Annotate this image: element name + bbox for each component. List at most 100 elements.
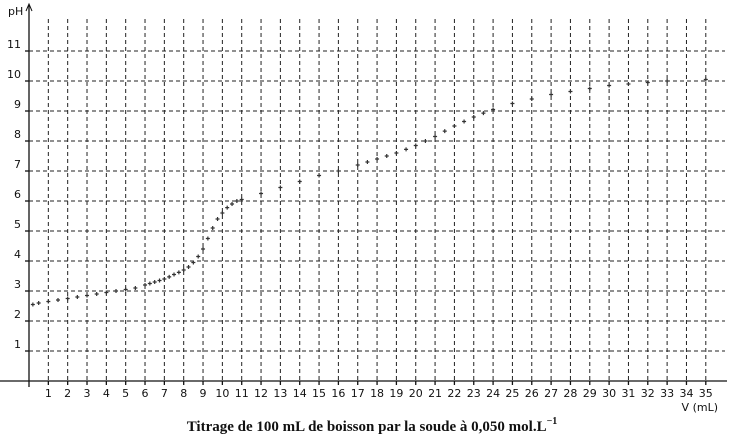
y-tick-label: 10 — [7, 68, 21, 81]
data-point — [46, 299, 51, 304]
x-tick-label: 10 — [215, 387, 229, 400]
data-point — [225, 205, 230, 210]
x-tick-label: 25 — [505, 387, 519, 400]
data-point — [568, 89, 573, 94]
x-tick-label: 16 — [331, 387, 345, 400]
data-point — [220, 211, 225, 215]
x-tick-label: 23 — [467, 387, 481, 400]
data-point — [626, 82, 631, 86]
data-point — [104, 290, 109, 295]
y-tick-label: 4 — [14, 248, 21, 261]
y-tick-label: 9 — [14, 98, 21, 111]
data-point — [423, 139, 428, 143]
data-point — [196, 254, 201, 259]
data-point — [607, 83, 612, 88]
data-point — [85, 293, 90, 298]
data-point — [462, 119, 467, 124]
y-tick-label: 3 — [14, 278, 21, 291]
y-axis-label: pH — [8, 5, 23, 18]
data-point — [481, 111, 486, 116]
data-point — [181, 268, 186, 272]
y-axis-arrow — [25, 2, 33, 12]
data-point — [123, 287, 128, 292]
data-point — [587, 86, 592, 91]
x-tick-label: 3 — [84, 387, 91, 400]
x-tick-label: 7 — [161, 387, 168, 400]
y-tick-label: 2 — [14, 308, 21, 321]
x-tick-label: 34 — [679, 387, 693, 400]
data-point — [191, 260, 196, 265]
data-point — [167, 274, 172, 279]
y-tick-label: 6 — [14, 188, 21, 201]
data-point — [452, 124, 457, 128]
y-tick-label: 7 — [14, 158, 21, 171]
data-point — [215, 217, 220, 221]
data-point — [65, 296, 70, 301]
x-tick-label: 6 — [142, 387, 149, 400]
data-point — [157, 278, 162, 283]
data-point — [529, 97, 534, 101]
data-point — [56, 298, 61, 302]
x-tick-label: 27 — [544, 387, 558, 400]
data-point — [36, 301, 41, 305]
data-point — [278, 185, 283, 190]
x-tick-label: 5 — [122, 387, 129, 400]
data-point — [336, 169, 341, 173]
x-tick-label: 12 — [254, 387, 268, 400]
x-tick-label: 35 — [699, 387, 713, 400]
y-tick-label: 5 — [14, 218, 21, 231]
x-tick-label: 13 — [273, 387, 287, 400]
x-tick-label: 33 — [660, 387, 674, 400]
y-tick-label: 1 — [14, 338, 21, 351]
x-tick-label: 22 — [447, 387, 461, 400]
y-tick-label: 8 — [14, 128, 21, 141]
x-tick-label: 32 — [641, 387, 655, 400]
data-point — [317, 173, 322, 178]
data-point — [75, 295, 80, 299]
x-axis-label: V (mL) — [682, 401, 718, 414]
data-point — [201, 247, 206, 251]
data-point — [433, 134, 438, 139]
data-point — [549, 92, 554, 97]
caption: Titrage de 100 mL de boisson par la soud… — [187, 416, 558, 435]
data-point — [355, 163, 360, 167]
x-tick-label: 21 — [428, 387, 442, 400]
data-point — [239, 197, 244, 202]
x-tick-label: 24 — [486, 387, 500, 400]
data-point — [384, 154, 389, 158]
x-tick-label: 9 — [200, 387, 207, 400]
x-tick-label: 28 — [563, 387, 577, 400]
data-point — [172, 272, 177, 277]
data-point — [510, 101, 515, 106]
data-point — [143, 283, 148, 287]
data-point — [230, 202, 235, 206]
data-point — [375, 157, 380, 161]
x-tick-label: 26 — [525, 387, 539, 400]
caption-superscript: −1 — [547, 416, 558, 427]
x-tick-label: 8 — [180, 387, 187, 400]
x-tick-label: 29 — [583, 387, 597, 400]
data-point — [645, 80, 650, 85]
data-point — [205, 236, 210, 241]
data-point — [152, 280, 157, 284]
caption-text: Titrage de 100 mL de boisson par la soud… — [187, 419, 547, 435]
data-point — [404, 147, 409, 152]
data-point — [413, 143, 418, 148]
data-point — [471, 115, 476, 119]
x-tick-label: 17 — [351, 387, 365, 400]
data-point — [94, 292, 99, 296]
data-point — [176, 270, 181, 275]
x-tick-label: 2 — [64, 387, 71, 400]
x-tick-label: 15 — [312, 387, 326, 400]
data-point — [147, 281, 152, 286]
data-point — [491, 107, 496, 112]
data-point — [186, 265, 191, 269]
data-point — [30, 302, 35, 307]
data-point — [114, 289, 119, 293]
x-tick-label: 18 — [370, 387, 384, 400]
data-point — [365, 160, 370, 164]
data-point — [259, 191, 264, 196]
data-point — [665, 79, 670, 83]
x-tick-label: 4 — [103, 387, 110, 400]
